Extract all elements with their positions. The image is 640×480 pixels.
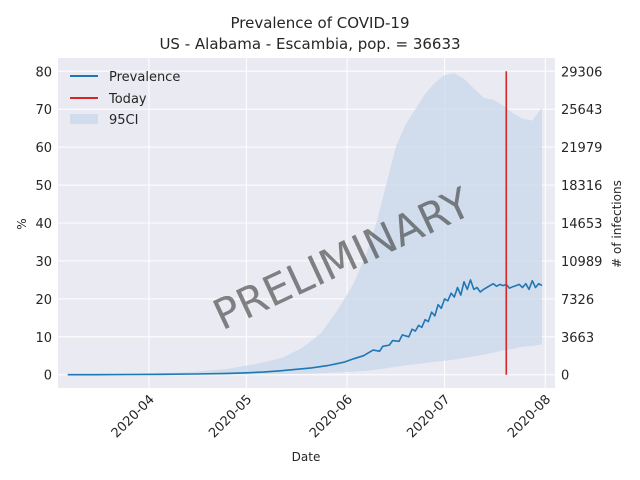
y2-tick-label: 7326	[561, 293, 594, 308]
x-tick-label: 2020-06	[307, 392, 356, 441]
y2-axis-label: # of infections	[610, 180, 624, 268]
legend-today-label: Today	[108, 92, 147, 107]
legend-95ci-swatch	[70, 114, 98, 124]
y2-tick-label: 3663	[561, 331, 594, 346]
y2-tick-label: 29306	[561, 65, 602, 80]
y-tick-label: 80	[35, 65, 52, 80]
y-tick-label: 40	[35, 217, 52, 232]
legend-prevalence-label: Prevalence	[109, 70, 180, 85]
y-tick-label: 30	[35, 255, 52, 270]
legend: Prevalence Today 95CI	[70, 70, 180, 128]
y2-tick-label: 10989	[561, 255, 602, 270]
y2-tick-label: 25643	[561, 103, 602, 118]
x-tick-label: 2020-08	[505, 392, 554, 441]
chart-title: Prevalence of COVID-19	[230, 14, 409, 32]
x-axis-ticks: 2020-04 2020-05 2020-06 2020-07 2020-08	[109, 392, 554, 441]
y-tick-label: 0	[44, 369, 52, 384]
x-tick-label: 2020-05	[206, 392, 255, 441]
prevalence-line	[67, 279, 543, 376]
y2-axis-ticks: 0 3663 7326 10989 14653 18316 21979 25643 29306	[561, 65, 602, 383]
y-tick-label: 20	[35, 293, 52, 308]
x-tick-label: 2020-07	[404, 392, 453, 441]
y2-tick-label: 0	[561, 369, 569, 384]
y-tick-label: 10	[35, 331, 52, 346]
x-tick-label: 2020-04	[109, 392, 158, 441]
chart-subtitle: US - Alabama - Escambia, pop. = 36633	[159, 35, 460, 53]
gridlines	[58, 58, 555, 388]
y2-tick-label: 14653	[561, 217, 602, 232]
y2-tick-label: 18316	[561, 179, 602, 194]
x-axis-label: Date	[292, 450, 321, 464]
y-tick-label: 50	[35, 179, 52, 194]
y2-tick-label: 21979	[561, 141, 602, 156]
legend-95ci-label: 95CI	[109, 113, 138, 128]
ci-band-area	[67, 73, 542, 375]
confidence-band	[67, 73, 542, 375]
y-tick-label: 70	[35, 103, 52, 118]
series-lines	[67, 71, 543, 376]
y-axis-label: %	[15, 218, 29, 229]
y-tick-label: 60	[35, 141, 52, 156]
y-axis-ticks: 0 10 20 30 40 50 60 70 80	[35, 65, 52, 383]
